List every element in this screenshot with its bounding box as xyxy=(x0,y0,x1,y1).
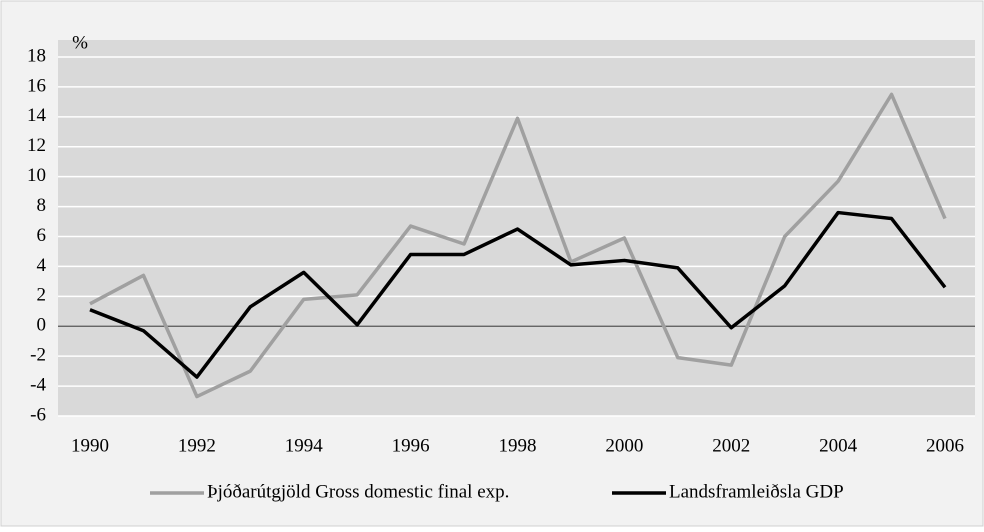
series-line xyxy=(89,92,947,399)
y-tick-label: 8 xyxy=(37,195,47,216)
y-tick-label: 10 xyxy=(27,165,46,186)
y-tick-label: 2 xyxy=(37,285,47,306)
x-tick-label: 2006 xyxy=(926,435,964,456)
y-tick-label: 18 xyxy=(27,45,46,66)
series-line xyxy=(89,210,947,379)
y-tick-label: -2 xyxy=(30,345,46,366)
legend-label: Landsframleiðsla GDP xyxy=(669,481,844,502)
x-tick-label: 1998 xyxy=(499,435,537,456)
y-tick-label: 4 xyxy=(37,255,47,276)
x-tick-label: 1990 xyxy=(71,435,109,456)
legend-label: Þjóðarútgjöld Gross domestic final exp. xyxy=(207,481,509,502)
y-tick-label: -4 xyxy=(30,374,46,395)
y-tick-label: 12 xyxy=(27,135,46,156)
x-tick-label: 2004 xyxy=(819,435,858,456)
y-tick-label: -6 xyxy=(30,404,46,425)
y-axis-label: % xyxy=(72,32,88,53)
x-tick-label: 1994 xyxy=(285,435,324,456)
y-tick-label: 0 xyxy=(37,315,47,336)
y-tick-label: 6 xyxy=(37,225,47,246)
x-tick-label: 1992 xyxy=(178,435,216,456)
y-tick-label: 14 xyxy=(27,105,47,126)
x-tick-label: 2002 xyxy=(712,435,750,456)
x-tick-label: 1996 xyxy=(392,435,430,456)
x-tick-label: 2000 xyxy=(605,435,643,456)
y-tick-label: 16 xyxy=(27,75,46,96)
